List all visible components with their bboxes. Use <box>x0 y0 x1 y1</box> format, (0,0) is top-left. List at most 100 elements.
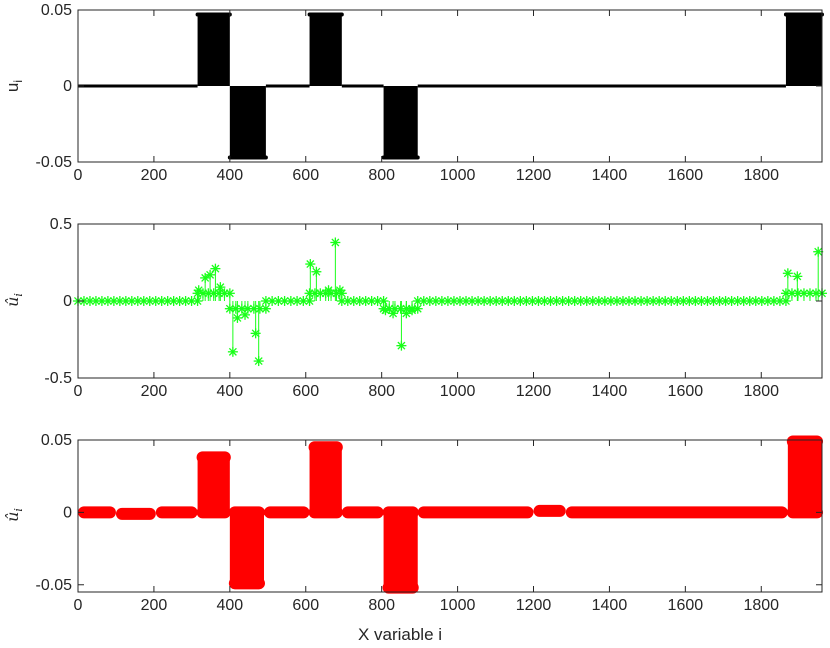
x-tick-label: 1000 <box>440 167 476 184</box>
x-tick-label: 1600 <box>668 597 704 614</box>
data-point <box>323 285 334 296</box>
x-tick-label: 1400 <box>592 597 628 614</box>
data-point <box>738 296 749 306</box>
data-point <box>330 237 341 248</box>
data-point <box>84 296 95 306</box>
x-tick-label: 1200 <box>516 383 552 400</box>
data-point <box>388 308 399 319</box>
x-tick-label: 200 <box>141 597 168 614</box>
x-tick-label: 1600 <box>668 167 704 184</box>
x-tick-label: 0 <box>74 597 83 614</box>
data-point <box>792 271 803 282</box>
x-ticks: 0 200 400 600 800 1000 1200 1400 1600 1800 <box>74 10 779 184</box>
data-point <box>623 296 634 306</box>
data-point <box>193 285 204 296</box>
data-point <box>334 285 345 296</box>
data-point <box>762 296 773 306</box>
axes-box <box>77 439 823 593</box>
x-ticks: 0 200 400 600 800 1000 1200 1400 1600 1800 <box>74 224 779 400</box>
x-tick-label: 200 <box>141 383 168 400</box>
y-tick-label: -0.05 <box>36 577 73 594</box>
x-tick-label: 1200 <box>516 597 552 614</box>
x-tick-label: 1800 <box>743 167 779 184</box>
x-tick-label: 400 <box>216 167 243 184</box>
series-block <box>309 447 342 513</box>
data-point <box>215 282 226 293</box>
y-tick-label: 0.05 <box>41 432 72 449</box>
series-block <box>383 86 418 158</box>
x-tick-label: 400 <box>216 597 243 614</box>
data-point <box>515 296 526 306</box>
x-tick-label: 0 <box>74 383 83 400</box>
series-block <box>229 86 266 158</box>
x-tick-label: 1800 <box>743 597 779 614</box>
data-point <box>756 296 767 306</box>
y-tick-label: 0.05 <box>41 2 72 19</box>
x-tick-label: 400 <box>216 383 243 400</box>
data-point <box>581 296 592 306</box>
series-block <box>785 14 822 87</box>
x-tick-label: 600 <box>292 167 319 184</box>
plot-area <box>73 237 827 367</box>
data-point <box>224 288 235 299</box>
top-ylabel: ui <box>3 80 25 92</box>
y-tick-label: -0.05 <box>36 154 73 171</box>
x-tick-label: 1600 <box>668 383 704 400</box>
data-point <box>782 268 793 279</box>
y-tick-label: 0 <box>63 504 72 521</box>
series-block <box>309 14 342 87</box>
middle-ylabel: ûi <box>3 293 25 307</box>
data-point <box>210 263 221 274</box>
x-tick-label: 1000 <box>440 597 476 614</box>
data-point <box>521 296 532 306</box>
data-point <box>232 312 243 323</box>
bottom-ylabel: ûi <box>3 508 25 522</box>
x-tick-label: 800 <box>368 597 395 614</box>
data-point <box>479 296 490 306</box>
panel-bottom: 0 200 400 600 800 1000 1200 1400 1600 1800-0.0500… <box>36 432 823 614</box>
x-tick-label: 600 <box>292 383 319 400</box>
data-point <box>380 305 391 316</box>
data-point <box>227 346 238 357</box>
data-point <box>305 259 316 270</box>
data-point <box>186 296 197 306</box>
data-point <box>240 309 251 320</box>
series-block <box>197 14 230 87</box>
plot-area <box>78 12 824 160</box>
data-point <box>412 296 423 306</box>
panel-top: 0 200 400 600 800 1000 1200 1400 1600 1800-0.0500… <box>36 2 824 184</box>
data-point <box>311 266 322 277</box>
y-tick-label: 0 <box>63 78 72 95</box>
y-ticks: -0.05 0 0.05 <box>36 432 822 594</box>
data-point <box>798 288 809 299</box>
data-point <box>744 296 755 306</box>
y-tick-label: -0.5 <box>44 370 72 387</box>
data-point <box>424 296 435 306</box>
data-point <box>162 296 173 306</box>
x-tick-label: 200 <box>141 167 168 184</box>
x-tick-label: 1800 <box>743 383 779 400</box>
data-point <box>253 356 264 367</box>
bottom-xlabel: X variable i <box>358 625 442 644</box>
x-tick-label: 1400 <box>592 167 628 184</box>
data-point <box>250 328 261 339</box>
plot-area <box>78 435 823 594</box>
x-tick-label: 1400 <box>592 383 628 400</box>
series-block <box>787 441 822 513</box>
series-block <box>383 512 418 588</box>
data-point <box>372 296 383 306</box>
series-block <box>197 457 230 513</box>
y-ticks: -0.05 0 0.05 <box>36 2 822 171</box>
data-point <box>401 308 412 319</box>
x-tick-label: 800 <box>368 383 395 400</box>
y-ticks: -0.5 0 0.5 <box>44 216 822 387</box>
data-point <box>593 296 604 306</box>
x-ticks: 0 200 400 600 800 1000 1200 1400 1600 1800 <box>74 440 779 614</box>
data-point <box>551 296 562 306</box>
panel-middle: 0 200 400 600 800 1000 1200 1400 1600 1800-0.500.… <box>44 216 827 400</box>
data-point <box>407 305 418 316</box>
x-tick-label: 1000 <box>440 383 476 400</box>
data-point <box>430 296 441 306</box>
series-block <box>229 512 264 584</box>
